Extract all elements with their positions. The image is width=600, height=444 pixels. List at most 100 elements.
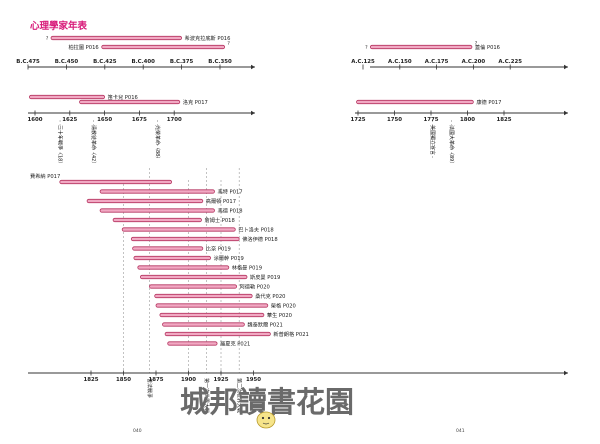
lifespan-bar xyxy=(86,198,204,204)
tick-label: 1900 xyxy=(181,377,196,383)
tick-label: 1825 xyxy=(496,117,511,123)
tick-label: B.C.425 xyxy=(93,59,117,65)
event-label: 第二次世界大戰 xyxy=(236,378,243,413)
tick-label: 1775 xyxy=(423,117,438,123)
axis-arrow-early-modern-left xyxy=(251,110,255,116)
tick-label: 1725 xyxy=(350,117,365,123)
lifespan-bar xyxy=(121,227,236,232)
axis-arrow-modern xyxy=(564,370,568,376)
event-label: 美國獨立宣言 xyxy=(429,125,436,155)
bar-label: 洛克 P017 xyxy=(183,98,208,106)
bar-label: 阿德勒 P020 xyxy=(240,282,270,290)
lifespan-bar xyxy=(155,303,269,308)
tick-label: 1850 xyxy=(116,377,131,383)
tick-label: 1650 xyxy=(97,117,112,123)
lifespan-bar xyxy=(101,44,226,50)
bar-label: 笛卡兒 P016 xyxy=(108,93,138,101)
mascot-icon xyxy=(256,411,276,429)
bar-label: 羅夏克 P021 xyxy=(220,340,250,347)
bar-label: 榮格 P020 xyxy=(271,301,296,309)
axis-arrow-early-modern-right xyxy=(564,110,568,116)
tick-label: 1950 xyxy=(246,377,261,383)
lifespan-bar xyxy=(369,44,473,50)
tick-label: B.C.350 xyxy=(208,59,232,65)
tick-label: A.C.200 xyxy=(462,59,486,65)
bar-label: 新普朗格 P021 xyxy=(273,330,308,338)
bar-label: 馮特 P017 xyxy=(218,187,243,195)
event-label: 第一次世界大戰 xyxy=(203,378,210,413)
bar-label: 涂爾幹 P019 xyxy=(214,254,244,262)
lifespan-bar xyxy=(167,341,218,346)
bar-label: 高爾頓 P017 xyxy=(206,197,236,205)
lifespan-bar xyxy=(79,99,181,105)
lifespan-bar xyxy=(130,236,240,242)
bar-label: 比奈 P019 xyxy=(206,244,231,252)
page-number-left: 040 xyxy=(133,428,142,434)
tick-label: 1600 xyxy=(27,117,42,123)
lifespan-bar xyxy=(149,284,237,289)
uncertain-start-mark: ? xyxy=(46,36,49,42)
lifespan-bar xyxy=(162,322,245,327)
lifespan-bar xyxy=(59,179,173,185)
lifespan-bar xyxy=(356,99,474,105)
tick-label: B.C.400 xyxy=(131,59,155,65)
tick-label: 1875 xyxy=(148,377,163,383)
bar-label: 桑代克 P020 xyxy=(255,292,285,300)
lifespan-bar xyxy=(99,189,215,194)
bar-label: 馮德 P018 xyxy=(218,206,243,214)
axis-arrow-ancient-right xyxy=(564,64,568,70)
axis-arrow-ancient-left xyxy=(251,64,255,70)
tick-label: B.C.375 xyxy=(170,59,194,65)
uncertain-end-mark: ? xyxy=(227,41,230,47)
tick-label: A.C.175 xyxy=(425,59,449,65)
tick-label: 1925 xyxy=(213,377,228,383)
bar-label: 詹姆士 P018 xyxy=(205,216,235,224)
event-label: 清教徒革命（42） xyxy=(90,125,97,166)
chart-title: 心理學家年表 xyxy=(30,20,88,32)
event-label: 法國大革命（89） xyxy=(448,125,455,166)
tick-label: A.C.125 xyxy=(351,59,375,65)
bar-label: 費希納 P017 xyxy=(30,172,60,180)
tick-label: 1700 xyxy=(167,117,182,123)
bar-label: 華生 P020 xyxy=(267,311,292,319)
lifespan-bar xyxy=(99,208,215,213)
tick-label: A.C.225 xyxy=(498,59,522,65)
tick-label: 1675 xyxy=(132,117,147,123)
lifespan-bar xyxy=(133,255,211,261)
bar-label: 佛洛伊德 P018 xyxy=(242,235,277,243)
event-label: 普法戰爭 xyxy=(146,378,153,398)
event-label: 光榮革命（88） xyxy=(154,125,161,161)
page-number-right: 041 xyxy=(456,428,465,434)
axes: B.C.475 B.C.450 B.C.425 B.C.400 B.C.375 B.C.3… xyxy=(16,59,568,383)
lifespan-bar xyxy=(154,293,253,299)
bar-label: 林格曼 P019 xyxy=(232,263,262,271)
lifespan-bar xyxy=(112,217,202,223)
uncertain-end-mark: ? xyxy=(475,41,478,47)
lifespan-bar xyxy=(164,331,271,337)
tick-label: B.C.475 xyxy=(16,59,40,65)
tick-label: B.C.450 xyxy=(55,59,79,65)
event-labels: 三十年戰爭（18） 清教徒革命（42） 光榮革命（88） 美國獨立宣言 法國大革命（89… xyxy=(57,125,455,413)
tick-label: 1825 xyxy=(83,377,98,383)
bar-label: 斯皮曼 P019 xyxy=(250,273,280,281)
bar-label: 柏拉圖 P016 xyxy=(68,43,98,51)
lifespan-bar xyxy=(132,246,204,251)
tick-label: 1625 xyxy=(62,117,77,123)
lifespan-bar xyxy=(139,274,248,280)
lifespan-bar xyxy=(159,312,265,318)
bar-label: 魏泰默爾 P021 xyxy=(247,320,282,328)
bars: 希波克拉底斯 P016?柏拉圖 P016?蓋倫 P016??笛卡兒 P016洛克… xyxy=(29,34,501,347)
bar-label: 巴卜洛夫 P018 xyxy=(238,225,273,233)
tick-label: 1750 xyxy=(387,117,402,123)
tick-label: A.C.150 xyxy=(388,59,412,65)
bar-label: 希波克拉底斯 P016 xyxy=(185,34,231,42)
uncertain-start-mark: ? xyxy=(365,45,368,51)
bar-label: 康德 P017 xyxy=(476,98,501,106)
bar-label: 蓋倫 P016 xyxy=(475,43,500,51)
event-label: 三十年戰爭（18） xyxy=(57,125,64,166)
lifespan-bar xyxy=(50,35,182,41)
tick-label: 1800 xyxy=(460,117,475,123)
lifespan-bar xyxy=(29,94,105,100)
lifespan-bar xyxy=(137,265,230,270)
